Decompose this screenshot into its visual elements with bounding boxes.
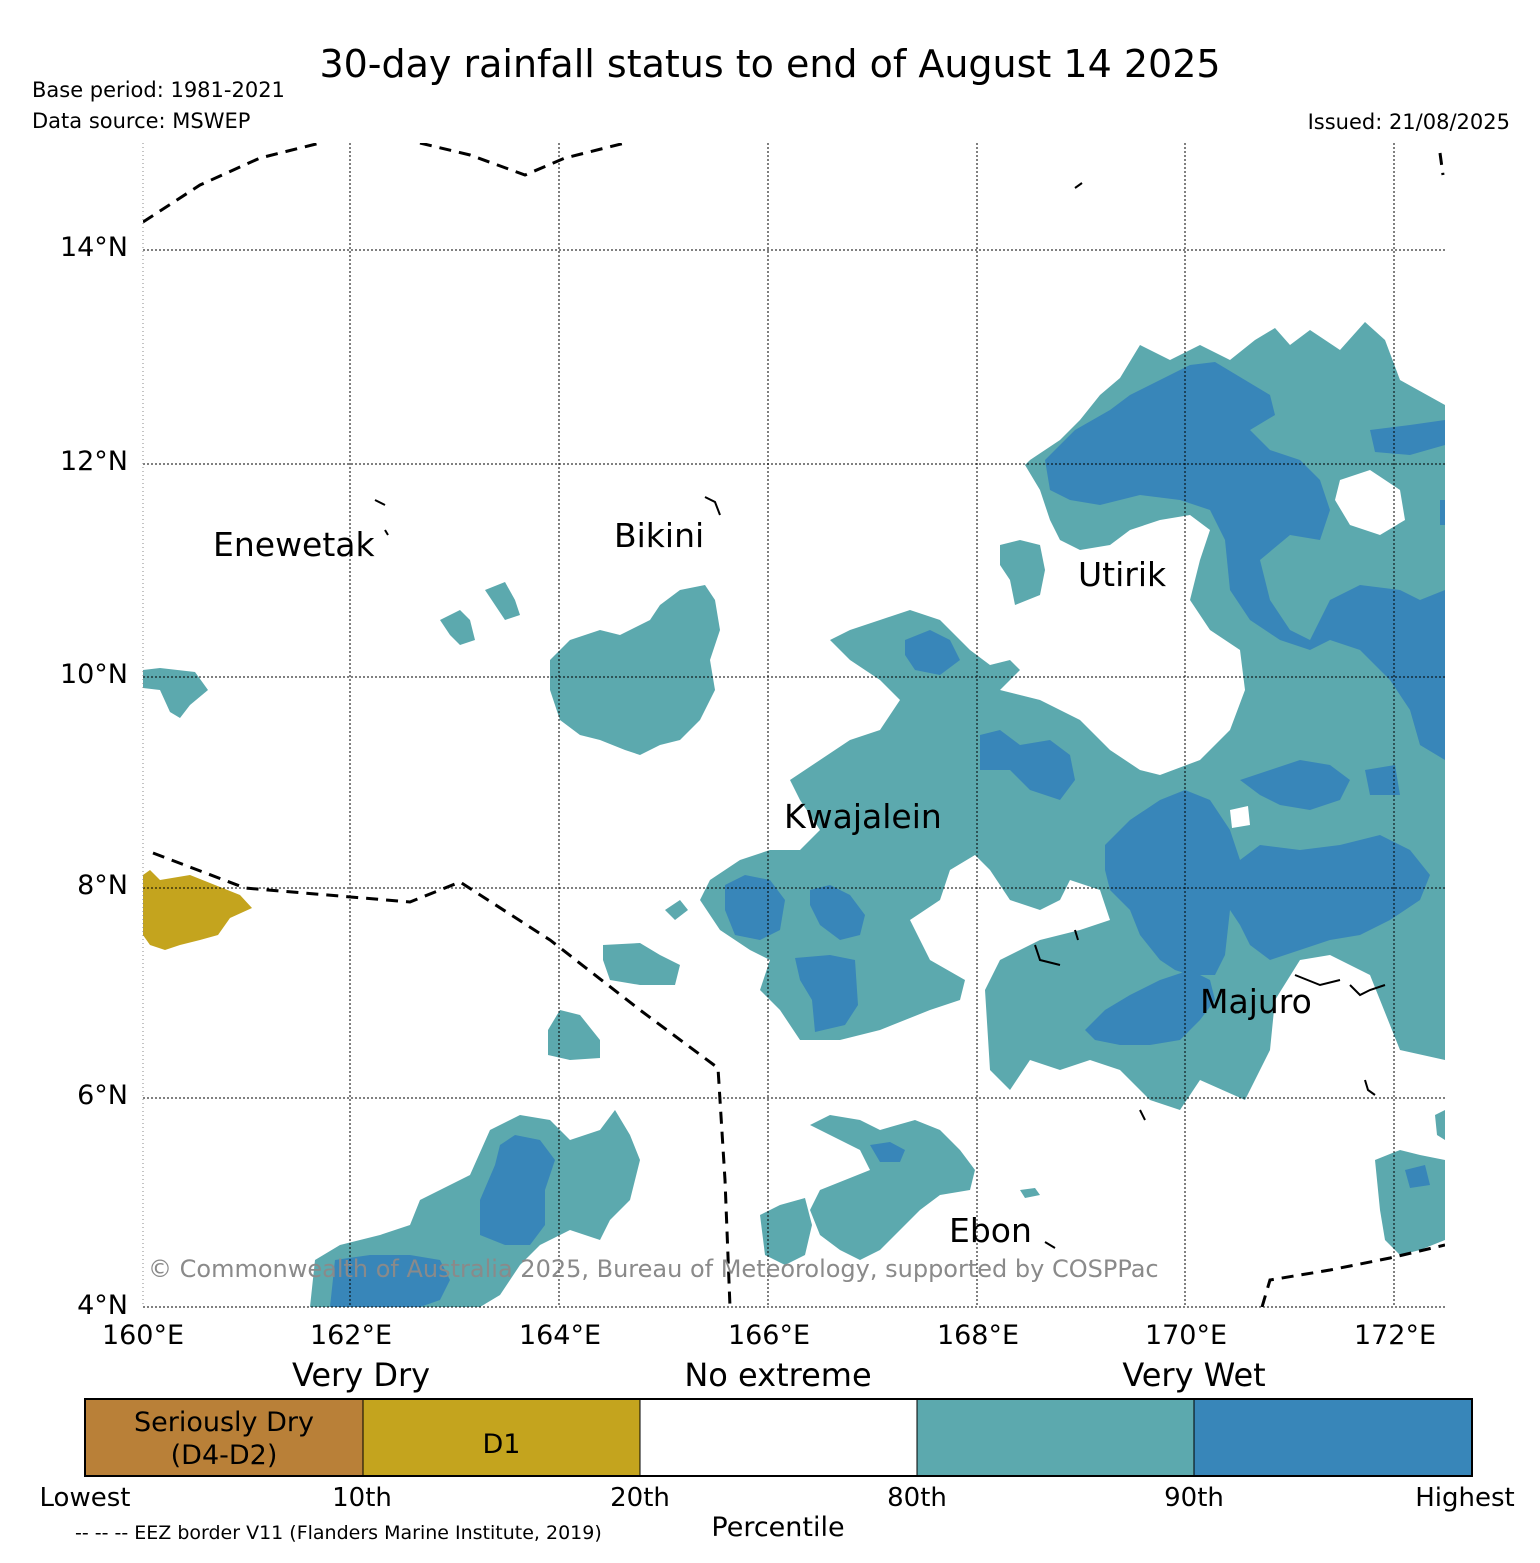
- wet-region-central: [550, 585, 720, 755]
- eez-border-west: [152, 851, 732, 1307]
- issued-date-label: Issued: 21/08/2025: [1307, 110, 1510, 134]
- lat-tick-4n: 4°N: [77, 1290, 128, 1321]
- island-outlines: [374, 182, 1386, 1249]
- eez-borders: [143, 143, 1445, 1307]
- lat-tick-6n: 6°N: [77, 1080, 128, 1111]
- island-outline-kwajalein: [1034, 929, 1079, 966]
- legend-box-d1: [363, 1399, 640, 1476]
- legend-colorbar: [84, 1398, 1473, 1477]
- legend-category-very-wet: Very Wet: [1122, 1356, 1266, 1394]
- wet-region-west: [143, 668, 208, 718]
- legend-box-seriously-dry: [85, 1399, 363, 1476]
- legend-category-very-dry: Very Dry: [291, 1356, 431, 1394]
- island-outline-ebon: [1044, 1241, 1056, 1249]
- very-wet-region-majuro: [1085, 970, 1215, 1045]
- lon-tick-168e: 168°E: [936, 1320, 1020, 1351]
- eez-border-northeast: [1438, 152, 1445, 176]
- legend-box-no-extreme: [640, 1399, 917, 1476]
- legend-label-seriously-dry: Seriously Dry (D4-D2): [85, 1406, 363, 1472]
- very-wet-region-islet-1: [905, 630, 960, 675]
- base-period-label: Base period: 1981-2021: [32, 78, 285, 102]
- percentile-90th: 90th: [1164, 1483, 1224, 1513]
- map-title: 30-day rainfall status to end of August …: [319, 42, 1221, 86]
- legend-label-d1: D1: [482, 1429, 521, 1460]
- percentile-10th: 10th: [332, 1483, 392, 1513]
- wet-region-islet-5: [665, 900, 688, 920]
- legend-category-no-extreme: No extreme: [684, 1356, 872, 1394]
- wet-region-islet-3: [603, 943, 680, 985]
- very-wet-region-islet-3: [810, 885, 865, 940]
- no-extreme-holes: [1230, 470, 1405, 828]
- percentile-axis-title: Percentile: [711, 1512, 845, 1543]
- d1-dry-region-west: [143, 870, 252, 950]
- very-wet-region-islet-4: [795, 955, 858, 1032]
- wet-region-islet-1: [440, 610, 475, 645]
- island-outline-bikini: [704, 496, 721, 516]
- lat-tick-8n: 8°N: [77, 870, 128, 901]
- percentile-lowest: Lowest: [39, 1483, 131, 1513]
- very-wet-region-southwest: [330, 1135, 555, 1307]
- data-source-label: Data source: MSWEP: [32, 109, 251, 133]
- legend-box-80th: [917, 1399, 1194, 1476]
- very-wet-region-northeast: [1045, 362, 1445, 760]
- very-wet-90-regions: [330, 362, 1445, 1307]
- wet-region-islet-4: [548, 1010, 600, 1060]
- island-outline-2: [1364, 1079, 1376, 1096]
- legend-label-seriously-dry-line1: Seriously Dry: [134, 1407, 314, 1438]
- lon-tick-170e: 170°E: [1144, 1320, 1228, 1351]
- very-wet-region-southeast: [1405, 1165, 1430, 1188]
- lon-tick-164e: 164°E: [518, 1320, 602, 1351]
- island-outline-3: [1139, 1109, 1146, 1121]
- eez-border-north-1: [143, 143, 321, 224]
- percentile-highest: Highest: [1415, 1483, 1515, 1513]
- island-outline-1: [1074, 182, 1083, 189]
- lon-tick-162e: 162°E: [309, 1320, 393, 1351]
- rainfall-regions: [143, 143, 1445, 1307]
- lat-tick-14n: 14°N: [59, 232, 128, 263]
- legend-box-90th: [1194, 1399, 1472, 1476]
- eez-border-southeast: [1260, 1243, 1445, 1307]
- very-wet-region-central-east: [1105, 760, 1430, 975]
- wet-region-islet-6: [1000, 540, 1045, 605]
- place-label-kwajalein: Kwajalein: [784, 797, 942, 836]
- graticule: [142, 143, 1445, 1308]
- lon-tick-172e: 172°E: [1353, 1320, 1437, 1351]
- place-label-enewetak: Enewetak: [213, 525, 375, 564]
- percentile-20th: 20th: [610, 1483, 670, 1513]
- lon-tick-160e: 160°E: [101, 1320, 185, 1351]
- place-label-bikini: Bikini: [614, 516, 705, 555]
- eez-border-north-2: [419, 143, 626, 177]
- wet-region-islet-7: [760, 1198, 812, 1265]
- no-extreme-hole-2: [1230, 806, 1250, 828]
- wet-region-islet-8: [1020, 1188, 1040, 1198]
- island-outline-majuro: [1294, 974, 1386, 997]
- legend-label-seriously-dry-line2: (D4-D2): [170, 1440, 278, 1471]
- eez-border-note: -- -- -- EEZ border V11 (Flanders Marine…: [75, 1522, 602, 1544]
- place-label-utirik: Utirik: [1078, 555, 1167, 594]
- very-wet-region-islet-2: [725, 875, 785, 940]
- island-outline-enewetak: [374, 499, 389, 536]
- percentile-80th: 80th: [887, 1483, 947, 1513]
- lat-tick-12n: 12°N: [59, 446, 128, 477]
- no-extreme-hole-utirik: [1335, 470, 1405, 535]
- very-wet-region-kwajalein-east: [980, 730, 1075, 800]
- wet-region-south-central: [810, 1115, 975, 1260]
- wet-region-islet-2: [485, 582, 520, 620]
- place-label-ebon: Ebon: [949, 1211, 1032, 1250]
- very-wet-region-ebon-north: [870, 1142, 905, 1162]
- lat-tick-10n: 10°N: [59, 659, 128, 690]
- lon-tick-166e: 166°E: [727, 1320, 811, 1351]
- place-label-majuro: Majuro: [1200, 982, 1312, 1021]
- copyright-notice: © Commonwealth of Australia 2025, Bureau…: [148, 1255, 1159, 1283]
